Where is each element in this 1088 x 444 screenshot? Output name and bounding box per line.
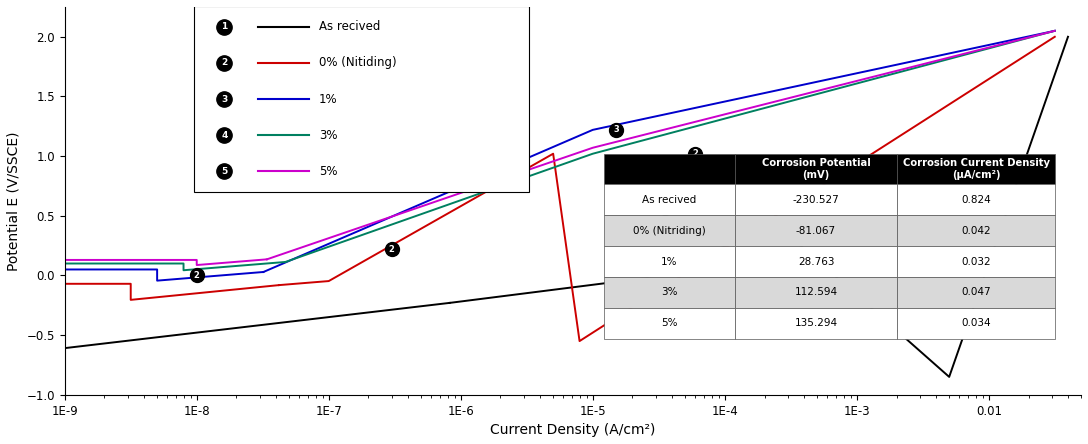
Text: 2: 2 bbox=[388, 245, 395, 254]
Text: 2: 2 bbox=[194, 271, 200, 280]
Text: 1: 1 bbox=[662, 217, 668, 226]
Text: 5%: 5% bbox=[319, 165, 337, 178]
Text: 0% (Nitiding): 0% (Nitiding) bbox=[319, 56, 396, 70]
Text: 5: 5 bbox=[221, 166, 227, 176]
FancyBboxPatch shape bbox=[194, 6, 529, 192]
Text: 3: 3 bbox=[614, 125, 619, 135]
Text: 3: 3 bbox=[497, 161, 504, 170]
Y-axis label: Potential E (V/SSCE): Potential E (V/SSCE) bbox=[7, 131, 21, 270]
Text: 3: 3 bbox=[221, 95, 227, 103]
Text: 3%: 3% bbox=[319, 129, 337, 142]
Text: 4: 4 bbox=[221, 131, 227, 139]
X-axis label: Current Density (A/cm²): Current Density (A/cm²) bbox=[491, 423, 656, 437]
Text: 1: 1 bbox=[221, 22, 227, 32]
Text: As recived: As recived bbox=[319, 20, 380, 33]
Text: 2: 2 bbox=[693, 149, 698, 158]
Text: 2: 2 bbox=[221, 59, 227, 67]
Text: 1%: 1% bbox=[319, 92, 337, 106]
